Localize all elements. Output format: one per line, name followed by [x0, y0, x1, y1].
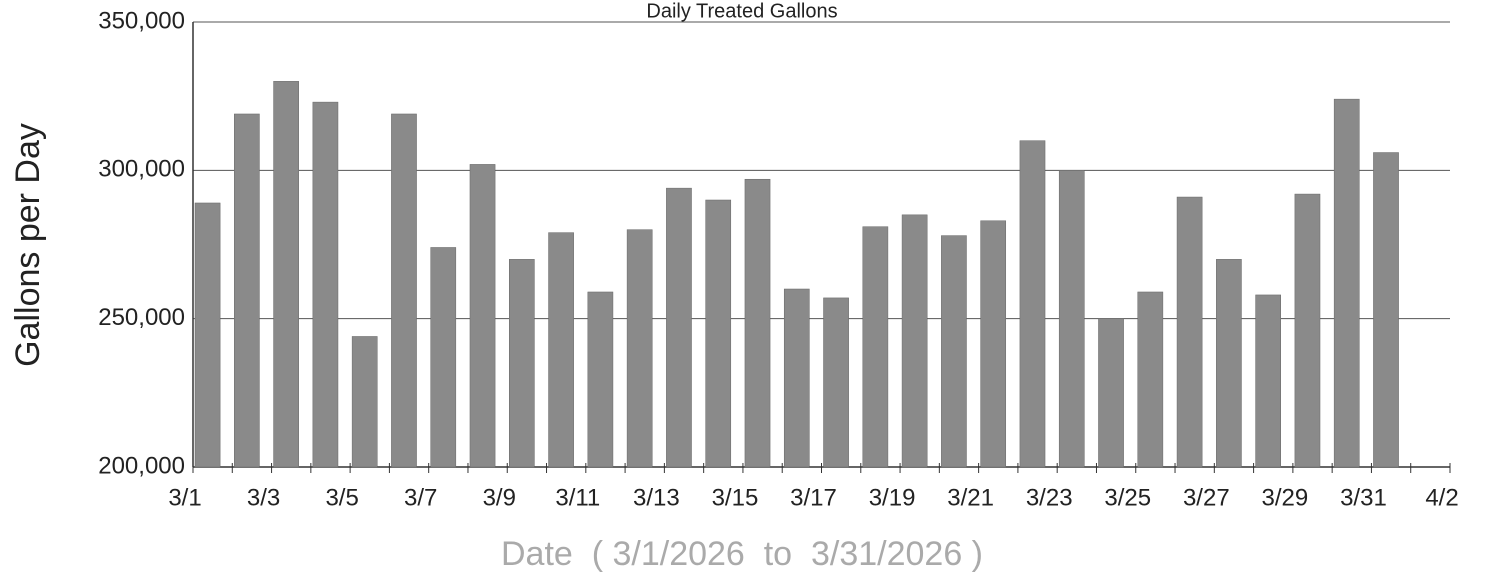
- y-tick-label: 200,000: [98, 452, 185, 479]
- bar: [626, 229, 653, 468]
- y-tick-label: 250,000: [98, 304, 185, 331]
- x-tick-label: 3/17: [790, 484, 837, 511]
- x-tick-label: 3/23: [1026, 484, 1073, 511]
- y-tick-label: 300,000: [98, 156, 185, 183]
- bar: [273, 81, 299, 468]
- bar: [1176, 196, 1203, 468]
- bar: [469, 164, 496, 468]
- bar: [744, 178, 771, 468]
- x-tick-label: 3/11: [555, 484, 600, 511]
- x-tick-label: 3/3: [247, 484, 280, 511]
- x-tick-label: 3/29: [1262, 484, 1309, 511]
- bar: [862, 226, 889, 468]
- bar: [234, 113, 260, 468]
- bar: [1333, 98, 1360, 468]
- bar: [548, 232, 574, 468]
- bar: [1019, 140, 1046, 468]
- x-tick-label: 3/31: [1340, 484, 1387, 511]
- bar: [587, 291, 614, 468]
- bar: [1373, 152, 1399, 468]
- bar: [1294, 193, 1321, 468]
- bar: [1216, 259, 1242, 468]
- bar: [941, 235, 967, 468]
- x-tick-label: 3/21: [947, 484, 994, 511]
- x-tick-label: 3/13: [633, 484, 680, 511]
- bar: [509, 259, 535, 468]
- bar: [705, 199, 732, 468]
- bar: [901, 214, 928, 468]
- bar: [1255, 294, 1281, 468]
- x-tick-label: 4/2: [1425, 484, 1458, 511]
- bar: [1058, 170, 1085, 468]
- x-tick-label: 3/1: [168, 484, 201, 511]
- chart-title: Daily Treated Gallons: [646, 0, 837, 22]
- bar: [312, 101, 339, 468]
- x-tick-label: 3/5: [325, 484, 358, 511]
- bar: [666, 187, 692, 468]
- x-tick-label: 3/27: [1183, 484, 1230, 511]
- x-tick-label: 3/9: [483, 484, 516, 511]
- x-axis-label: Date ( 3/1/2026 to 3/31/2026 ): [501, 535, 983, 573]
- bar: [351, 336, 378, 468]
- bar: [1137, 291, 1164, 468]
- x-tick-label: 3/7: [404, 484, 437, 511]
- y-axis-label: Gallons per Day: [9, 123, 47, 367]
- bar: [194, 202, 221, 468]
- bar: [430, 247, 457, 468]
- x-tick-label: 3/19: [869, 484, 916, 511]
- bar: [823, 297, 849, 468]
- bar: [391, 113, 417, 468]
- x-tick-label: 3/15: [712, 484, 759, 511]
- y-tick-label: 350,000: [98, 7, 185, 34]
- bar: [980, 220, 1007, 468]
- bar: [783, 288, 810, 468]
- x-tick-label: 3/25: [1104, 484, 1151, 511]
- bar: [1098, 318, 1124, 468]
